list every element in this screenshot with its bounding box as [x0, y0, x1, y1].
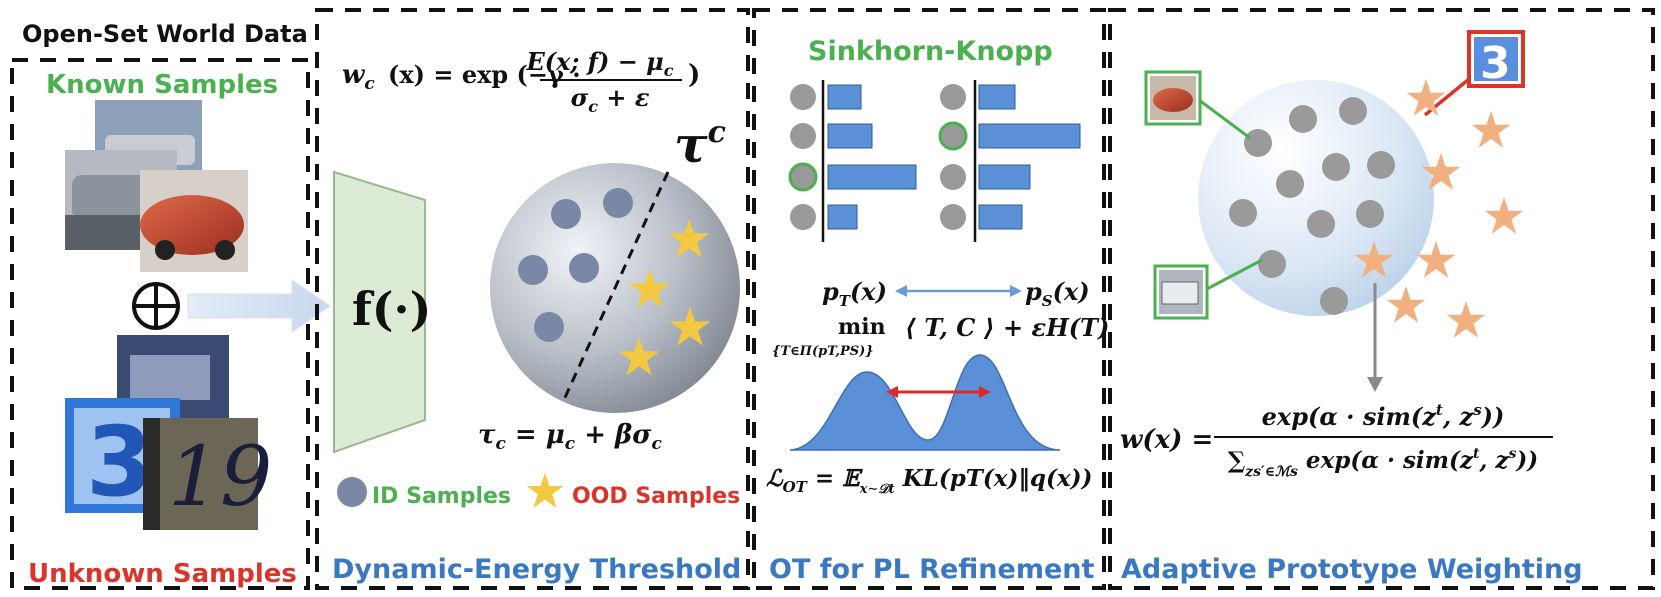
svg-text:pT(x): pT(x): [822, 277, 887, 310]
feature-extractor-label: f(·): [352, 282, 431, 336]
data-panel-header: Open-Set World Data: [22, 20, 308, 48]
prototype-panel-title: Adaptive Prototype Weighting: [1121, 554, 1583, 585]
unknown-samples-label: Unknown Samples: [28, 559, 297, 589]
unknown-prototype-thumbnail: 3: [1423, 30, 1525, 117]
ot-bar: [827, 164, 917, 190]
legend-id-label: ID Samples: [372, 484, 511, 509]
svg-text:{T∈Π(pT,PS)}: {T∈Π(pT,PS)}: [772, 344, 874, 359]
combine-symbol: [132, 282, 180, 330]
svg-text:∑zs′∈ℳs exp(α · sim(zt, zs)): ∑zs′∈ℳs exp(α · sim(zt, zs)): [1228, 446, 1538, 480]
ot-bar: [978, 164, 1031, 190]
weighting-arrow: [1367, 283, 1383, 392]
distribution-pair: pT(x) pS(x): [822, 277, 1090, 310]
id-sample-dots: [518, 188, 633, 342]
ot-matrix-right: [938, 80, 1081, 242]
svg-text:pS(x): pS(x): [1025, 277, 1090, 310]
svg-text:(x) = exp (−γ ·: (x) = exp (−γ ·: [388, 60, 581, 89]
input-arrow: [187, 279, 331, 333]
threshold-formula: τc = μc + βσc: [478, 420, 662, 454]
svg-text:⟨ T, C ⟩ + εH(T): ⟨ T, C ⟩ + εH(T): [905, 313, 1109, 342]
known-sample-images: [65, 100, 248, 272]
prototype-dots: [1229, 97, 1395, 315]
legend-id-marker: [337, 477, 367, 507]
svg-text:min: min: [838, 314, 886, 340]
ot-bar: [827, 84, 862, 110]
tau-c-label: τc: [674, 115, 726, 174]
legend-ood-marker: [526, 472, 564, 508]
threshold-boundary: [560, 171, 670, 405]
unknown-digit-b: 19: [168, 430, 272, 525]
prototype-weight-formula: w(x) = exp(α · sim(zt, zs)) ∑zs′∈ℳs exp(…: [1120, 401, 1553, 480]
ot-bar: [978, 123, 1081, 149]
legend-ood-label: OOD Samples: [572, 484, 740, 509]
data-panel-border: [10, 58, 310, 590]
known-prototype-thumbnail: [1144, 70, 1251, 140]
prototype-digit: 3: [1480, 38, 1511, 89]
svg-text:): ): [688, 60, 700, 90]
bimodal-distribution: [789, 354, 1061, 451]
svg-text:E(x; f) − μc: E(x; f) − μc: [526, 47, 674, 80]
feature-extractor: [333, 170, 426, 454]
ot-bar: [978, 84, 1016, 110]
ot-loss-formula: ℒOT = 𝔼x∼𝒟t KL(pT(x)‖q(x)): [766, 465, 1092, 497]
ot-panel-title: OT for PL Refinement: [769, 554, 1094, 585]
ot-bar: [827, 204, 858, 230]
svg-text:exp(α · sim(zt, zs)): exp(α · sim(zt, zs)): [1262, 401, 1505, 431]
ot-panel-border: [752, 8, 1106, 590]
unknown-sample-images: 3 19: [65, 335, 272, 530]
sinkhorn-header: Sinkhorn-Knopp: [808, 36, 1053, 67]
truck-prototype-thumbnail: [1153, 258, 1263, 320]
threshold-panel-title: Dynamic-Energy Threshold: [332, 554, 741, 585]
svg-text:w(x) =: w(x) =: [1120, 425, 1213, 455]
svg-text:wc: wc: [342, 60, 375, 94]
ot-objective: min {T∈Π(pT,PS)} ⟨ T, C ⟩ + εH(T): [772, 313, 1109, 359]
legend: ID Samples OOD Samples: [337, 472, 740, 509]
ot-bar: [978, 204, 1023, 230]
unknown-digit-a: 3: [86, 406, 153, 518]
ot-matrix-left: [788, 80, 917, 242]
known-samples-label: Known Samples: [46, 70, 278, 100]
svg-text:σc + ε: σc + ε: [571, 83, 650, 116]
weight-formula: wc (x) = exp (−γ · E(x; f) − μc σc + ε ): [342, 47, 700, 116]
ot-bar: [827, 123, 873, 149]
